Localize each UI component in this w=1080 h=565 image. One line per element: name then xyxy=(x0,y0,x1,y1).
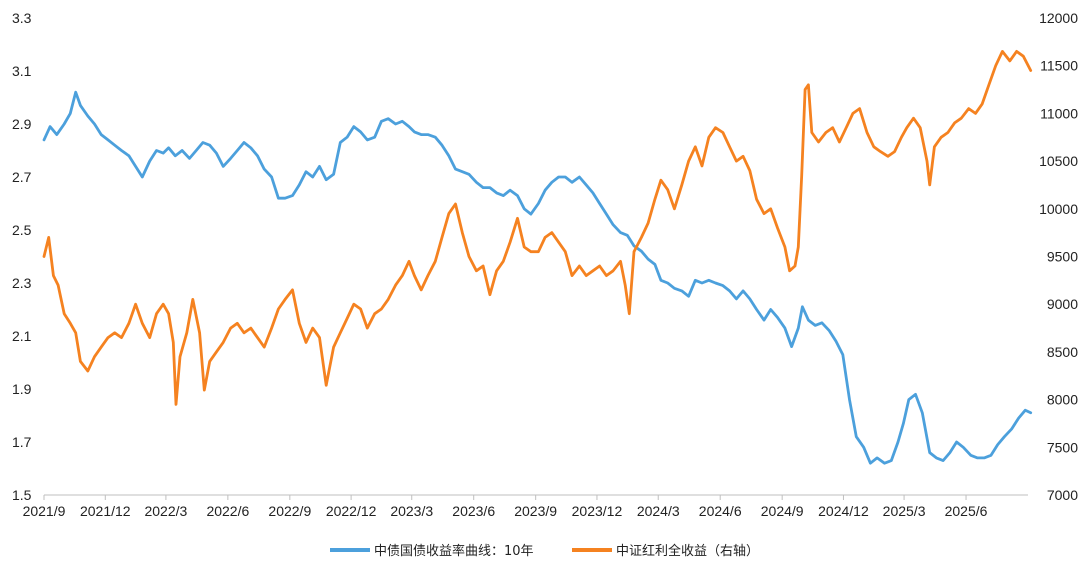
left-y-tick-label: 1.9 xyxy=(12,381,32,397)
left-y-tick-label: 2.3 xyxy=(12,275,32,291)
left-y-tick-label: 2.5 xyxy=(12,222,32,238)
x-tick-label: 2024/6 xyxy=(699,503,742,519)
x-tick-label: 2025/3 xyxy=(883,503,926,519)
left-y-tick-label: 2.1 xyxy=(12,328,32,344)
left-y-tick-label: 3.3 xyxy=(12,10,32,26)
left-y-tick-label: 1.7 xyxy=(12,434,32,450)
legend-label-2: 中证红利全收益（右轴） xyxy=(616,543,759,559)
x-tick-label: 2023/9 xyxy=(514,503,557,519)
x-tick-label: 2022/6 xyxy=(206,503,249,519)
x-tick-label: 2024/9 xyxy=(761,503,804,519)
x-axis: 2021/9 2021/12 2022/3 2022/6 2022/9 2022/12 20… xyxy=(23,494,1028,519)
x-tick-label: 2024/12 xyxy=(818,503,869,519)
right-y-tick-label: 11000 xyxy=(1040,105,1078,121)
right-y-tick-label: 11500 xyxy=(1040,58,1078,74)
right-y-tick-label: 7000 xyxy=(1047,487,1078,503)
x-tick-label: 2022/9 xyxy=(268,503,311,519)
right-y-tick-label: 8500 xyxy=(1047,344,1078,360)
x-tick-label: 2024/3 xyxy=(637,503,680,519)
left-y-axis: 1.5 1.7 1.9 2.1 2.3 2.5 2.7 2.9 3.1 3.3 xyxy=(12,10,32,503)
right-y-tick-label: 12000 xyxy=(1039,10,1078,26)
legend: 中债国债收益率曲线：10年 中证红利全收益（右轴） xyxy=(330,543,759,559)
right-y-tick-label: 7500 xyxy=(1047,439,1078,455)
left-y-tick-label: 2.7 xyxy=(12,169,32,185)
right-y-tick-label: 9500 xyxy=(1047,249,1078,265)
right-y-tick-label: 9000 xyxy=(1047,296,1078,312)
x-tick-label: 2021/9 xyxy=(23,503,66,519)
series-lines xyxy=(42,50,1033,465)
x-tick-label: 2025/6 xyxy=(945,503,988,519)
x-tick-label: 2022/3 xyxy=(144,503,187,519)
x-tick-label: 2023/6 xyxy=(452,503,495,519)
series-line-2 xyxy=(42,50,1033,406)
left-y-tick-label: 3.1 xyxy=(12,63,32,79)
right-y-axis: 7000 7500 8000 8500 9000 9500 10000 10500 11000 1… xyxy=(1039,10,1078,503)
x-tick-label: 2023/12 xyxy=(572,503,623,519)
right-y-tick-label: 8000 xyxy=(1047,392,1078,408)
x-tick-label: 2021/12 xyxy=(80,503,131,519)
left-y-tick-label: 1.5 xyxy=(12,487,32,503)
left-y-tick-label: 2.9 xyxy=(12,116,32,132)
right-y-tick-label: 10500 xyxy=(1039,153,1078,169)
x-tick-label: 2022/12 xyxy=(326,503,377,519)
right-y-tick-label: 10000 xyxy=(1039,201,1078,217)
x-tick-label: 2023/3 xyxy=(390,503,433,519)
legend-label-1: 中债国债收益率曲线：10年 xyxy=(374,543,534,559)
series-line-1 xyxy=(42,90,1033,465)
